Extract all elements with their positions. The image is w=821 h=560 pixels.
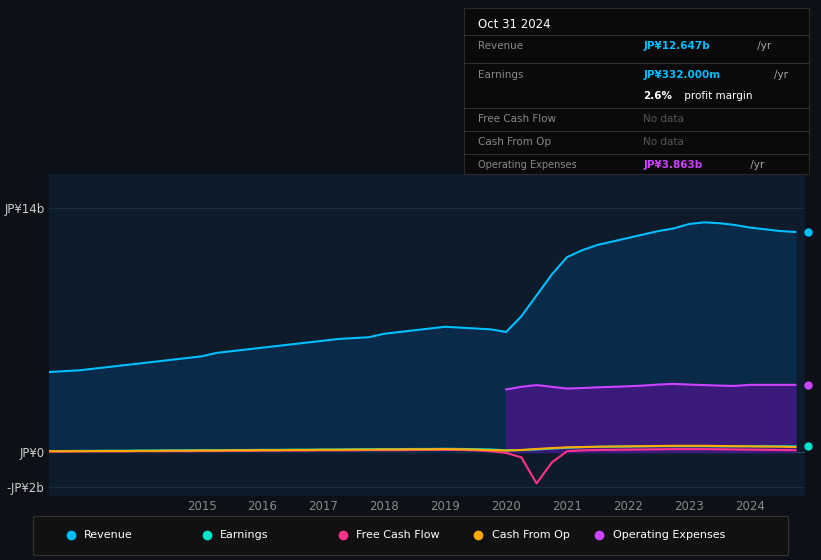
Text: /yr: /yr <box>746 160 764 170</box>
Text: Earnings: Earnings <box>220 530 268 540</box>
Text: Earnings: Earnings <box>478 69 523 80</box>
Text: No data: No data <box>643 137 684 147</box>
Text: No data: No data <box>643 114 684 124</box>
Text: Operating Expenses: Operating Expenses <box>478 160 576 170</box>
Text: JP¥12.647b: JP¥12.647b <box>643 41 710 52</box>
Text: Oct 31 2024: Oct 31 2024 <box>478 18 550 31</box>
Text: profit margin: profit margin <box>681 91 753 101</box>
Text: /yr: /yr <box>754 41 771 52</box>
Text: Free Cash Flow: Free Cash Flow <box>356 530 440 540</box>
Text: Revenue: Revenue <box>85 530 133 540</box>
FancyBboxPatch shape <box>33 516 788 555</box>
Text: Operating Expenses: Operating Expenses <box>613 530 725 540</box>
Text: /yr: /yr <box>774 69 788 80</box>
Text: JP¥3.863b: JP¥3.863b <box>643 160 703 170</box>
Text: Cash From Op: Cash From Op <box>478 137 551 147</box>
Text: Cash From Op: Cash From Op <box>492 530 570 540</box>
Text: 2.6%: 2.6% <box>643 91 672 101</box>
Text: JP¥332.000m: JP¥332.000m <box>643 69 720 80</box>
FancyBboxPatch shape <box>464 8 809 174</box>
Text: Free Cash Flow: Free Cash Flow <box>478 114 556 124</box>
Text: Revenue: Revenue <box>478 41 523 52</box>
